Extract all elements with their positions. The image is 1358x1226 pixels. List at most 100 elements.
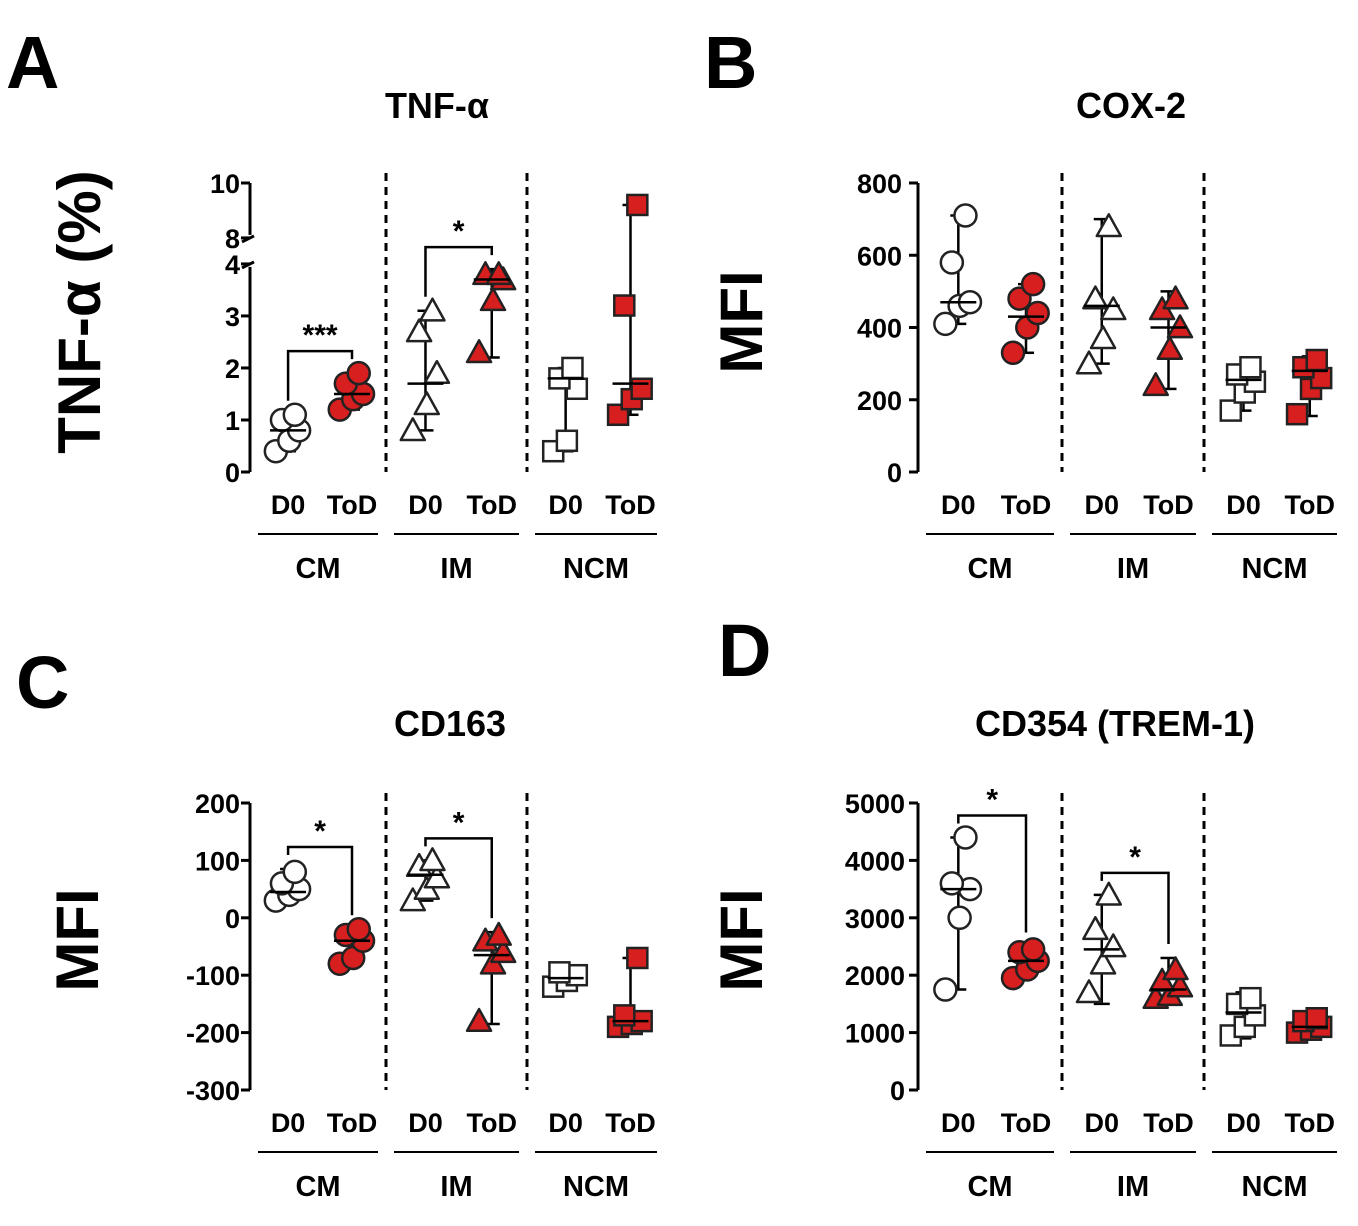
panel-d-group-label: IM (1117, 1171, 1149, 1203)
panel-b-ylabel: MFI (708, 270, 775, 373)
panel-a-data-point (613, 294, 636, 317)
panel-d-data-point (1089, 950, 1117, 975)
panel-b-data-point (1075, 350, 1103, 375)
panel-d-data-point (1239, 986, 1262, 1010)
panel-a-y-tick-label: 2 (225, 354, 240, 384)
panel-b-group-label: IM (1117, 553, 1149, 585)
panel-b-data-point (1089, 325, 1117, 350)
panel-c-y-tick-label: 100 (195, 846, 240, 876)
panel-c-group-label: CM (295, 1171, 340, 1203)
panel-c-data-point (485, 921, 512, 946)
panel-c: C CD163 MFI -300 -200 -100 0 100 200 D0 ToD CM * D… (16, 641, 657, 1203)
panel-a-y-tick-label: 1 (225, 406, 240, 436)
panel-c-category-label: D0 (271, 1108, 306, 1138)
panel-b-y-tick-label: 0 (887, 458, 902, 488)
panel-c-data-point (282, 859, 308, 885)
panel-b-data-point (1156, 335, 1184, 361)
panel-c-significance-bracket (286, 845, 354, 916)
panel-d-title: CD354 (TREM-1) (975, 703, 1255, 744)
panel-d-data-point (947, 905, 972, 931)
panel-b-data-point (1095, 213, 1123, 238)
panel-b-y-tick-label: 600 (857, 241, 902, 271)
panel-b-y-tick-label: 800 (857, 169, 902, 199)
panel-b-category-label: D0 (1226, 490, 1261, 520)
panel-a-data-point (561, 356, 584, 380)
panel-c-y-tick-label: 200 (195, 789, 240, 819)
panel-d-data-point (1082, 916, 1109, 941)
panel-a-data-point (282, 402, 308, 428)
panel-a-y-tick-label: 4 (225, 250, 240, 280)
panel-b-data-point (939, 250, 965, 275)
panel-c-y-tick-label: -300 (186, 1076, 240, 1106)
panel-c-data-point (613, 1004, 636, 1027)
panel-c-plot: -300 -200 -100 0 100 200 D0 ToD CM * D0 ToD IM * D0 ToD… (186, 789, 657, 1203)
panel-a-significance-bracket (424, 245, 493, 297)
panel-d-data-point (1075, 979, 1103, 1004)
panel-c-ylabel: MFI (44, 888, 111, 991)
panel-b-category-label: ToD (1001, 490, 1051, 520)
panel-b-data-point (1000, 340, 1026, 366)
panel-d-significance-bracket (1100, 871, 1170, 944)
panel-d-significance-label: * (1129, 841, 1141, 874)
panel-d-group-label: NCM (1241, 1171, 1307, 1203)
panel-d: D CD354 (TREM-1) MFI 0 1000 2000 3000 4000 50… (708, 609, 1337, 1203)
panel-a-data-point (626, 193, 649, 217)
panel-a-group-label: NCM (563, 553, 629, 585)
panel-a-y-tick-label: 0 (225, 458, 240, 488)
panel-d-group-label: CM (967, 1171, 1012, 1203)
panel-d-y-tick-label: 5000 (845, 789, 905, 819)
panel-a-data-point (419, 297, 446, 322)
panel-c-category-label: D0 (408, 1108, 443, 1138)
panel-b-y-tick-label: 200 (857, 386, 902, 416)
panel-a-group-label: CM (295, 553, 340, 585)
panel-b-data-point (1082, 285, 1109, 310)
panel-b-group-label: NCM (1241, 553, 1307, 585)
panel-b: B COX-2 MFI 0 200 400 600 800 D0 ToD CM D0 ToD IM D… (704, 21, 1337, 585)
panel-d-data-point (1305, 1007, 1328, 1030)
panel-b-category-label: ToD (1285, 490, 1335, 520)
panel-a-category-label: D0 (548, 490, 583, 520)
panel-a-y-tick-label: 8 (225, 224, 240, 254)
panel-c-data-point (626, 946, 649, 970)
panel-a-plot: 0 1 2 3 48 10 D0 ToD CM *** D0 ToD IM * D0 ToD NCM (210, 169, 657, 585)
panel-c-group-label: IM (440, 1171, 472, 1203)
panel-d-ylabel: MFI (708, 888, 775, 991)
panel-d-y-tick-label: 2000 (845, 961, 905, 991)
panel-a-category-label: D0 (271, 490, 306, 520)
panel-d-category-label: D0 (1085, 1108, 1120, 1138)
panel-a-y-tick-label: 3 (225, 302, 240, 332)
panel-letter-a: A (6, 21, 59, 104)
panel-d-category-label: D0 (941, 1108, 976, 1138)
panel-d-y-tick-label: 1000 (845, 1019, 905, 1049)
panel-a-category-label: ToD (467, 490, 517, 520)
panel-d-data-point (953, 825, 978, 850)
panel-b-data-point (1162, 285, 1189, 310)
panel-a-title: TNF-α (385, 85, 489, 126)
panel-b-data-point (1285, 402, 1309, 426)
panel-a-significance-label: *** (303, 319, 338, 352)
panel-a-data-point (346, 360, 371, 386)
panel-a-category-label: ToD (605, 490, 655, 520)
panel-a-group-label: IM (440, 553, 472, 585)
panel-c-category-label: D0 (548, 1108, 583, 1138)
panel-b-data-point (1025, 300, 1050, 326)
panel-b-category-label: D0 (1085, 490, 1120, 520)
panel-c-y-tick-label: 0 (225, 904, 240, 934)
panel-a-significance-bracket (286, 349, 354, 401)
panel-c-title: CD163 (394, 703, 506, 744)
panel-b-data-point (1219, 399, 1243, 422)
panel-b-plot: 0 200 400 600 800 D0 ToD CM D0 ToD IM D0 ToD NCM (857, 169, 1337, 585)
panel-b-data-point (1305, 348, 1328, 372)
panel-d-category-label: ToD (1001, 1108, 1051, 1138)
panel-d-category-label: D0 (1226, 1108, 1261, 1138)
panel-c-data-point (419, 847, 446, 872)
panel-b-data-point (953, 203, 978, 228)
panel-d-category-label: ToD (1143, 1108, 1193, 1138)
panel-b-category-label: ToD (1143, 490, 1193, 520)
panel-a-ylabel: TNF-α (%) (46, 170, 113, 453)
panel-d-data-point (1020, 937, 1046, 962)
panel-a-data-point (465, 339, 493, 364)
panel-a-y-tick-label: 10 (210, 169, 240, 199)
panel-d-y-tick-label: 3000 (845, 904, 905, 934)
